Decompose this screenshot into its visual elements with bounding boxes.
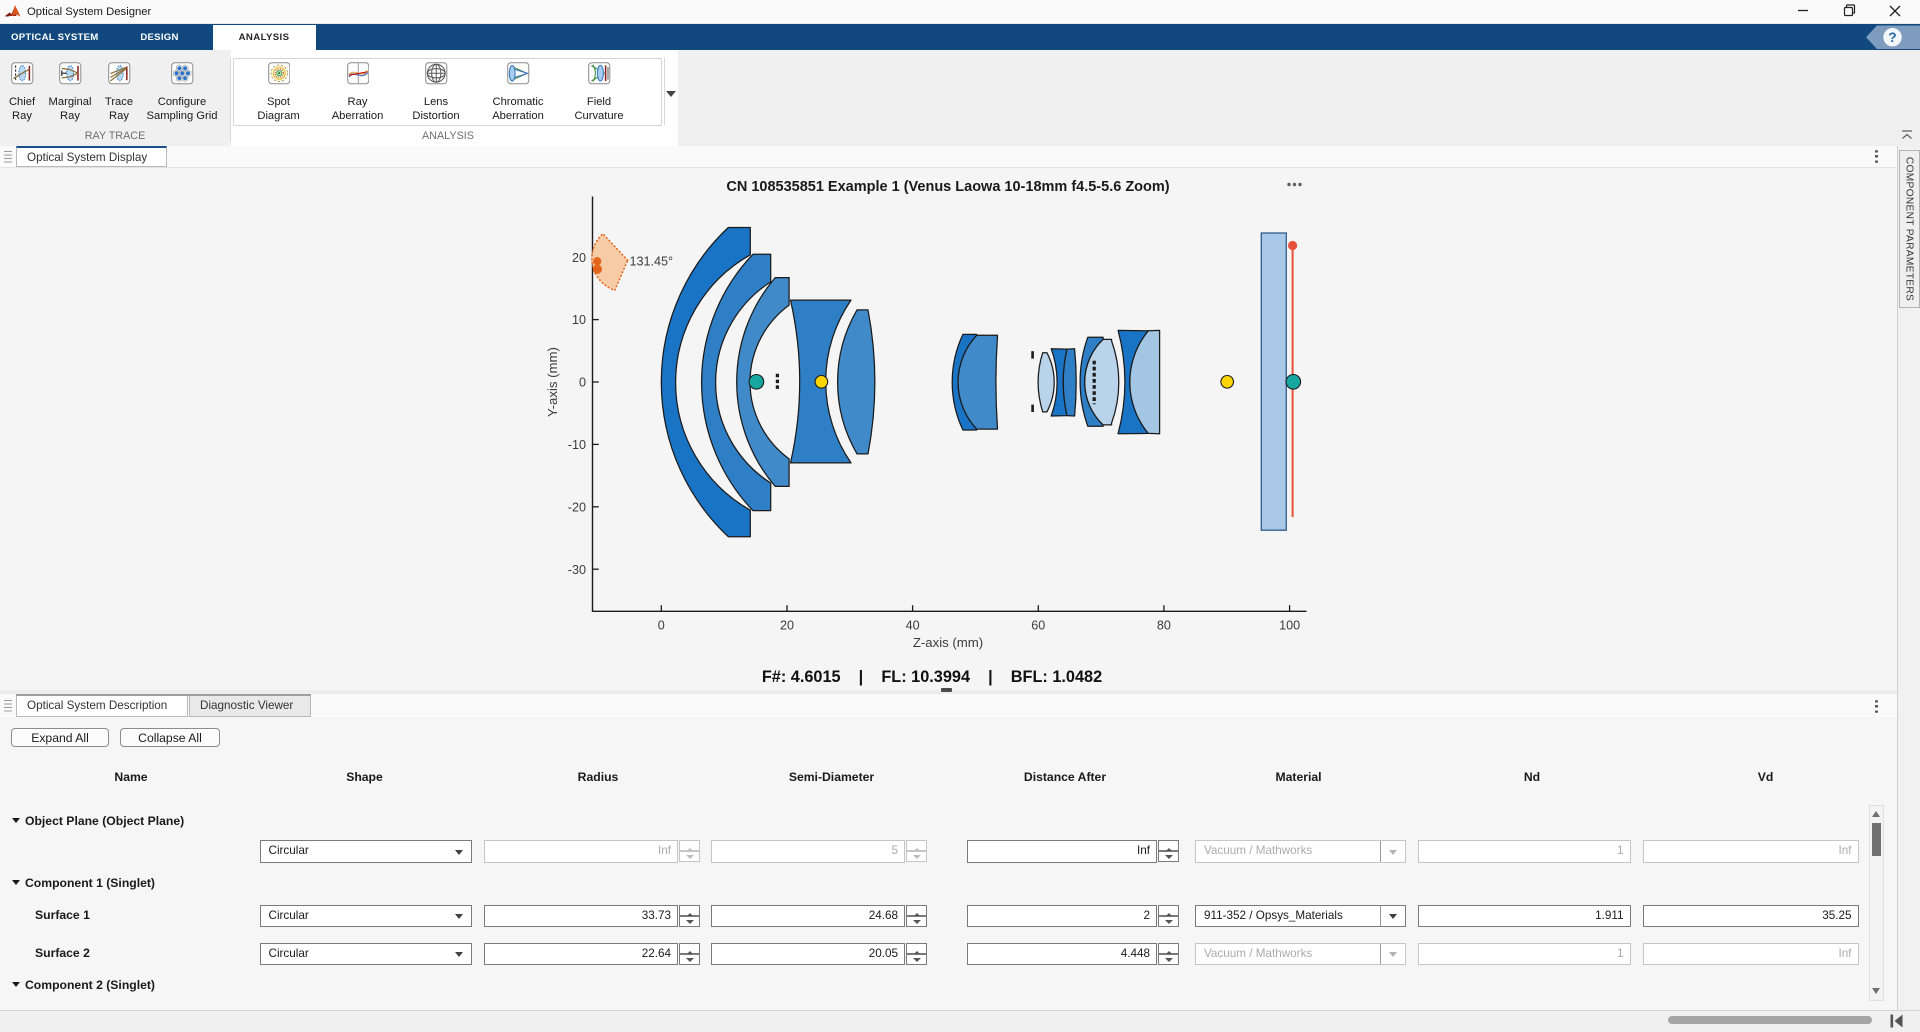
svg-text:0: 0 [658, 619, 665, 633]
svg-text:Y-axis (mm): Y-axis (mm) [545, 347, 560, 417]
svg-text:F#: 4.6015 | FL: 10.3994: F#: 4.6015 | FL: 10.3994 | BFL: 1.0482 [762, 668, 1102, 686]
svg-text:20: 20 [572, 251, 586, 265]
svg-text:?: ? [1888, 30, 1896, 45]
svg-text:-10: -10 [568, 438, 586, 452]
svg-text:20: 20 [780, 619, 794, 633]
svg-text:0: 0 [579, 376, 586, 390]
svg-text:-30: -30 [568, 563, 586, 577]
svg-text:-20: -20 [568, 500, 586, 514]
svg-text:80: 80 [1157, 619, 1171, 633]
svg-text:10: 10 [572, 313, 586, 327]
svg-text:40: 40 [906, 619, 920, 633]
svg-text:131.45°: 131.45° [630, 255, 674, 269]
svg-text:Z-axis (mm): Z-axis (mm) [913, 635, 983, 650]
svg-text:60: 60 [1031, 619, 1045, 633]
svg-text:CN 108535851 Example 1 (Venus: CN 108535851 Example 1 (Venus Laowa 10-1… [726, 179, 1169, 195]
svg-text:100: 100 [1279, 619, 1300, 633]
